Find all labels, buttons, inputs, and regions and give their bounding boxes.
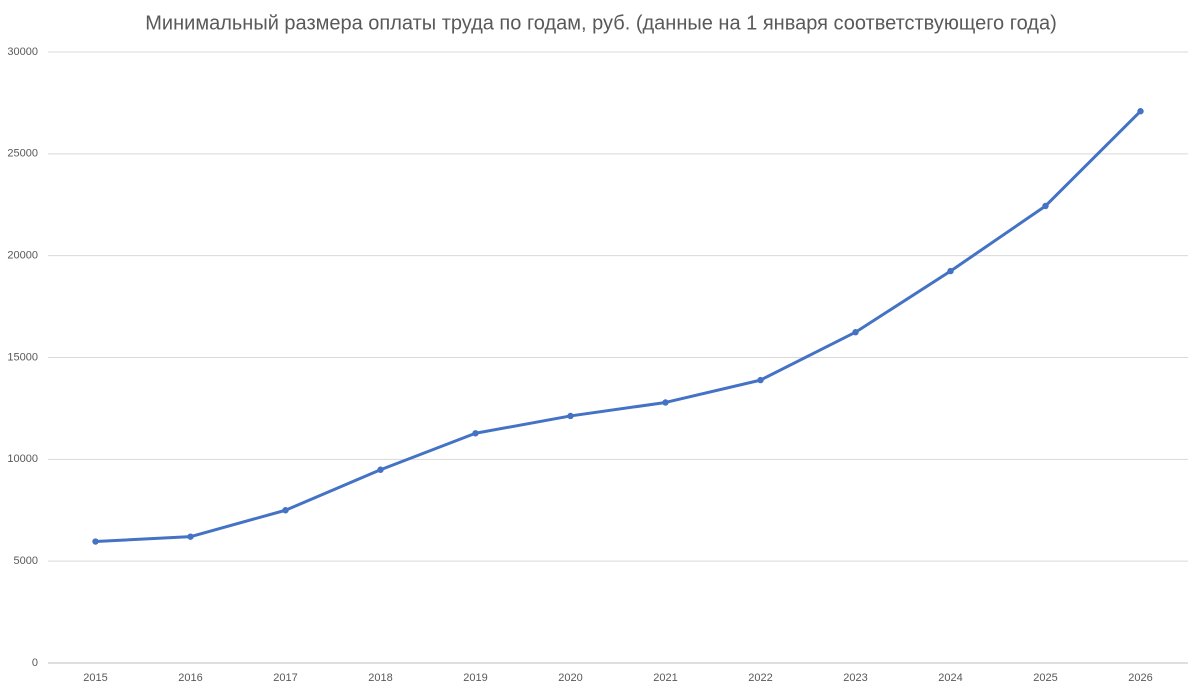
- data-point: [282, 507, 289, 514]
- y-tick-label: 30000: [7, 46, 38, 58]
- data-point: [377, 466, 384, 473]
- data-point: [757, 376, 764, 384]
- x-tick-label: 2023: [843, 672, 867, 684]
- data-point: [472, 430, 479, 437]
- x-tick-label: 2024: [938, 672, 962, 684]
- y-tick-label: 0: [32, 657, 38, 669]
- x-tick-label: 2018: [368, 672, 392, 684]
- x-tick-label: 2015: [83, 672, 107, 684]
- data-point: [662, 399, 669, 406]
- data-point: [947, 267, 954, 275]
- data-line: [95, 110, 1142, 544]
- data-point: [567, 412, 574, 420]
- x-tick-label: 2025: [1033, 672, 1057, 684]
- y-tick-label: 15000: [7, 351, 38, 363]
- x-tick-label: 2020: [558, 672, 582, 684]
- x-tick-label: 2019: [463, 672, 487, 684]
- chart-title: Минимальный размера оплаты труда по года…: [145, 12, 1056, 34]
- y-tick-label: 25000: [7, 148, 38, 160]
- x-tick-label: 2016: [178, 672, 202, 684]
- data-point: [852, 329, 859, 336]
- x-tick-label: 2022: [748, 672, 772, 684]
- data-point: [92, 538, 99, 545]
- y-tick-label: 10000: [7, 453, 38, 465]
- data-point: [1137, 108, 1144, 115]
- x-tick-label: 2026: [1128, 672, 1152, 684]
- y-tick-label: 20000: [7, 250, 38, 262]
- data-point: [1042, 202, 1049, 210]
- data-point: [187, 533, 194, 540]
- y-tick-label: 5000: [14, 555, 38, 567]
- x-tick-label: 2021: [653, 672, 677, 684]
- x-tick-label: 2017: [273, 672, 297, 684]
